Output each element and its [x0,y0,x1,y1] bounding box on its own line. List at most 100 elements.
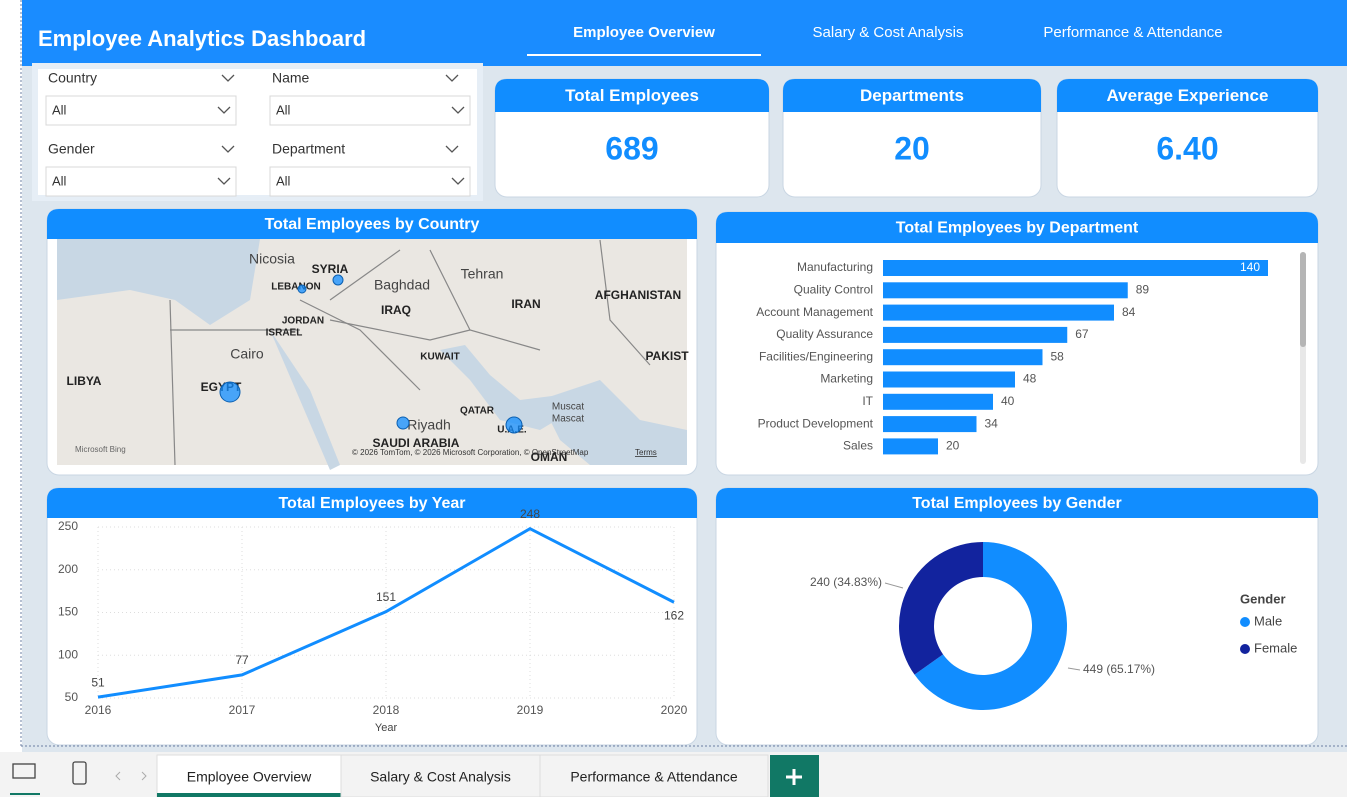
bar [883,260,1268,276]
bar [883,349,1043,366]
y-tick-label: Marketing [820,372,873,386]
map-bubble[interactable] [505,416,523,434]
page-tab-bg[interactable] [340,754,541,797]
data-label: 151 [376,590,396,604]
nav-tab[interactable]: Employee Overview [573,24,715,41]
filter-dropdown[interactable] [45,166,237,197]
y-tick-label: Quality Assurance [776,327,873,341]
map-label: LIBYA [67,374,102,388]
page-tab-bg[interactable] [539,754,769,797]
bar [883,416,977,433]
map-label: KUWAIT [420,352,459,363]
map-border [599,239,651,366]
map-label: Muscat [552,402,584,413]
map-bubble[interactable] [219,381,241,403]
x-tick-label: 2018 [373,703,400,717]
filter-dropdown[interactable] [269,95,471,126]
chevron [445,74,459,82]
card-header [47,488,697,518]
donut-slice [899,542,983,675]
filter-value: All [52,102,67,117]
bar [883,438,938,455]
bar [883,282,1128,299]
card [715,211,1319,476]
filter-dropdown[interactable] [45,95,237,126]
nav-tab[interactable]: Performance & Attendance [1043,24,1222,41]
card-header [1057,79,1318,112]
y-tick-label: 100 [58,647,78,661]
data-label: 58 [1051,349,1065,363]
card-title: Departments [860,86,964,105]
card-title: Total Employees by Country [265,216,480,233]
data-label: 34 [985,416,999,430]
filter-value: All [276,102,291,117]
legend-marker [1240,644,1250,654]
desktop-icon[interactable] [12,763,36,779]
card-title: Total Employees by Gender [912,495,1122,512]
map-border [429,249,541,351]
data-label: 67 [1075,327,1089,341]
x-tick-label: 2016 [85,703,112,717]
map-logo: Microsoft Bing [75,445,126,454]
map-bubble[interactable] [396,416,410,430]
map-bubble[interactable] [332,274,344,286]
nav-arrows [115,771,147,781]
card-header [716,488,1318,518]
y-tick-label: 250 [58,519,78,533]
filter-value: All [52,173,67,188]
map-border [169,299,176,466]
data-label: 89 [1136,282,1150,296]
x-tick-label: 2020 [661,703,688,717]
page-tab[interactable]: Performance & Attendance [570,769,738,785]
card-title: Total Employees by Year [278,495,465,512]
nav-tab-underline [527,54,761,56]
map-label: Cairo [230,346,264,362]
data-label: 77 [235,653,249,667]
card-title: Total Employees [565,86,699,105]
card-header [716,212,1318,243]
dashboard-title: Employee Analytics Dashboard [38,26,366,51]
leader-line [884,582,904,589]
filter-label: Name [272,70,310,86]
bar [883,326,1068,343]
map-label: OMAN [531,450,568,464]
x-tick-label: 2019 [517,703,544,717]
filter-dropdown[interactable] [269,166,471,197]
filter-label: Department [272,141,345,157]
map-label: LEBANON [271,282,320,293]
map-label: IRAN [511,297,540,311]
map-water [57,239,260,325]
legend-entry[interactable]: Female [1254,640,1297,655]
y-tick-label: Account Management [756,305,873,319]
map-label: QATAR [460,406,495,417]
filter-label: Country [48,70,97,86]
page-tab[interactable]: Salary & Cost Analysis [370,769,511,785]
scroll-thumb[interactable] [1300,252,1306,347]
map-label: AFGHANISTAN [595,288,681,302]
map-bubble[interactable] [297,284,307,294]
nav-tab[interactable]: Salary & Cost Analysis [813,24,964,41]
chevron [451,177,465,185]
map-attribution: © 2026 TomTom, © 2026 Microsoft Corporat… [352,448,589,457]
card [715,487,1319,746]
map-label: Mascat [552,414,584,425]
add-page-icon [786,769,802,785]
card-header [783,79,1041,112]
map-border [299,299,421,391]
kpi-value: 689 [605,130,658,166]
card-title: Average Experience [1107,86,1269,105]
chevron [445,145,459,153]
bar [883,371,1015,388]
x-tick-label: 2017 [229,703,256,717]
map-label: Baghdad [374,277,430,293]
map-label: Tehran [461,266,504,282]
page-tab[interactable]: Employee Overview [187,769,312,785]
phone-icon[interactable] [72,761,87,785]
data-label: 51 [91,675,105,689]
page-tab-active [157,793,341,797]
legend-title: Gender [1240,591,1286,606]
legend-entry[interactable]: Male [1254,613,1282,628]
donut-slice [914,542,1067,710]
y-tick-label: IT [862,394,873,408]
filter-value: All [276,173,291,188]
